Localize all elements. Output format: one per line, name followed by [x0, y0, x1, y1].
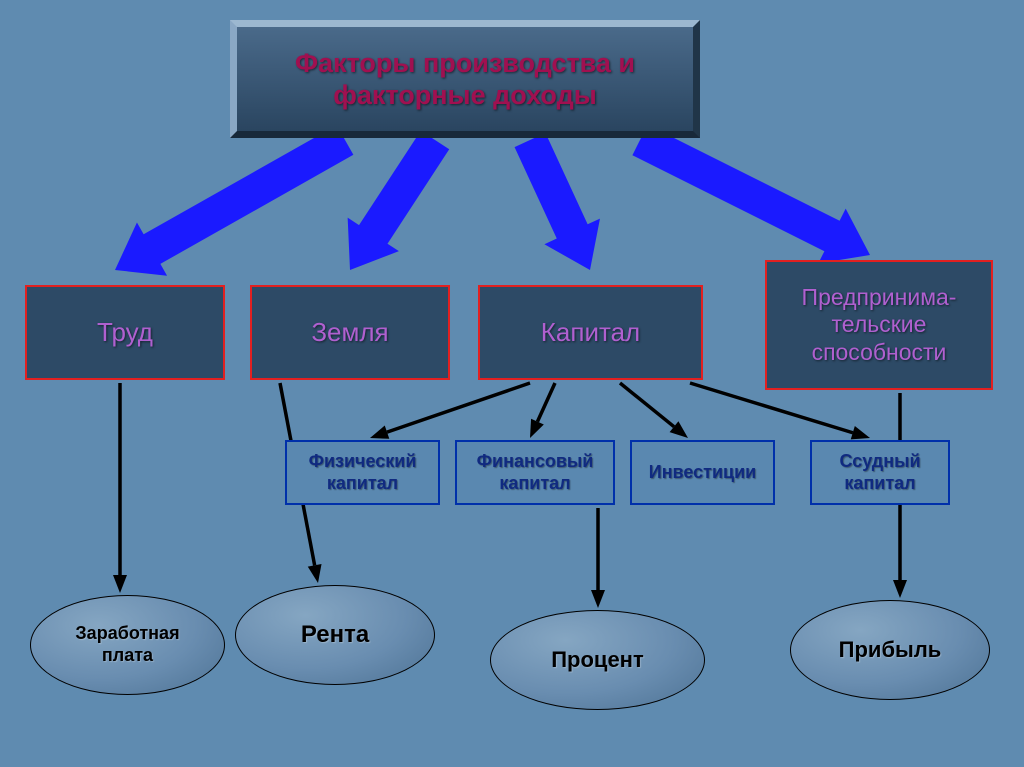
subbox-invest-label: Инвестиции — [649, 462, 757, 484]
subbox-fin: Финансовый капитал — [455, 440, 615, 505]
factor-labor-label: Труд — [97, 317, 153, 348]
subbox-phys-label: Физический капитал — [309, 451, 417, 494]
factor-capital-label: Капитал — [541, 317, 640, 348]
black-arrow — [690, 383, 870, 439]
factor-capital: Капитал — [478, 285, 703, 380]
subbox-loan: Ссудный капитал — [810, 440, 950, 505]
black-arrow — [370, 383, 530, 439]
ellipse-rent: Рента — [235, 585, 435, 685]
ellipse-wage-label: Заработная плата — [75, 623, 179, 666]
title-box: Факторы производства и факторные доходы — [230, 20, 700, 138]
ellipse-percent-label: Процент — [551, 647, 644, 673]
title-label: Факторы производства и факторные доходы — [295, 47, 635, 112]
ellipse-profit: Прибыль — [790, 600, 990, 700]
subbox-loan-label: Ссудный капитал — [839, 451, 920, 494]
factor-labor: Труд — [25, 285, 225, 380]
factor-land-label: Земля — [311, 317, 388, 348]
ellipse-profit-label: Прибыль — [839, 637, 942, 663]
ellipse-rent-label: Рента — [301, 621, 369, 650]
black-arrow — [591, 508, 605, 608]
ellipse-percent: Процент — [490, 610, 705, 710]
blue-arrow — [324, 123, 460, 286]
black-arrow — [620, 383, 688, 438]
ellipse-wage: Заработная плата — [30, 595, 225, 695]
subbox-invest: Инвестиции — [630, 440, 775, 505]
blue-arrow — [100, 113, 360, 296]
factor-entrep-label: Предпринима- тельские способности — [802, 284, 957, 367]
black-arrow — [530, 383, 555, 438]
blue-arrow — [502, 127, 618, 283]
factor-land: Земля — [250, 285, 450, 380]
subbox-phys: Физический капитал — [285, 440, 440, 505]
subbox-fin-label: Финансовый капитал — [477, 451, 594, 494]
black-arrow — [113, 383, 127, 593]
blue-arrow — [626, 113, 883, 283]
factor-entrep: Предпринима- тельские способности — [765, 260, 993, 390]
